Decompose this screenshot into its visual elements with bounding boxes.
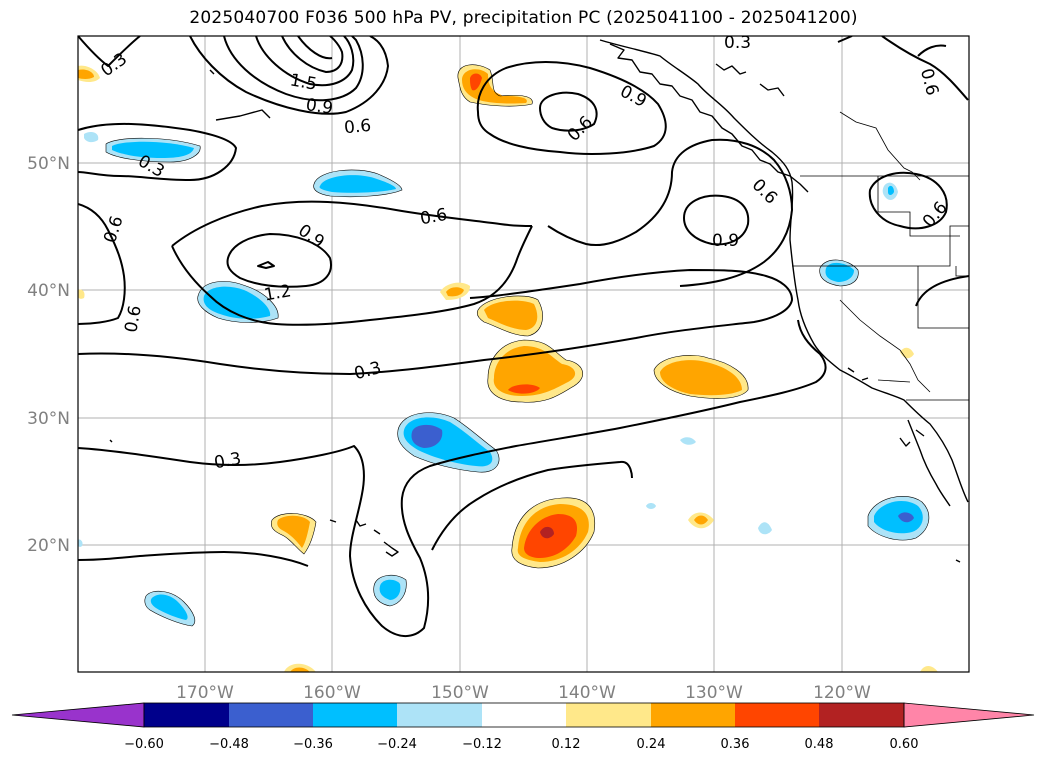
colorbar-tick-label: −0.48 [209, 737, 249, 752]
colorbar-tick-label: 0.60 [890, 737, 919, 752]
coastlines [109, 39, 969, 563]
colorbar-segment [313, 703, 397, 727]
negative-anomaly-blob [680, 437, 696, 445]
positive-anomaly-blob [484, 300, 538, 330]
positive-anomaly-blob [508, 384, 540, 394]
latitude-axis: 50°N 40°N 30°N 20°N [27, 154, 70, 556]
contour-label: 0.3 [352, 358, 383, 384]
negative-anomaly-blob [203, 286, 271, 319]
lon-label: 160°W [303, 683, 361, 703]
contour-label: 0.6 [419, 205, 449, 229]
positive-anomaly-blob [277, 515, 310, 548]
positive-anomaly-blob [470, 73, 482, 91]
negative-anomaly-blob [84, 132, 99, 143]
positive-anomaly-blob [694, 515, 708, 525]
contour-label: 0.6 [121, 304, 145, 334]
positive-anomaly-blob [660, 360, 742, 396]
map-frame [77, 35, 970, 673]
contour-label: 0.9 [712, 231, 739, 251]
positive-anomaly-blob [920, 666, 938, 672]
lat-label: 20°N [27, 536, 70, 556]
colorbar-max-extension [903, 702, 1035, 728]
contour-label: 0.6 [916, 66, 942, 97]
colorbar-segment [397, 703, 482, 727]
lat-label: 40°N [27, 281, 70, 301]
positive-anomaly-blob [540, 526, 554, 539]
colorbar-segment [229, 703, 313, 727]
contour-label: 0.3 [724, 33, 751, 53]
contour-label: 0.9 [616, 81, 649, 111]
negative-anomaly-blob [874, 501, 923, 534]
negative-anomaly-blob [888, 185, 894, 195]
political-boundaries [792, 111, 969, 401]
positive-anomaly-blob [493, 346, 576, 396]
contour-label: 0.6 [748, 175, 781, 208]
colorbar-segment [566, 703, 651, 727]
colorbar-segment [144, 703, 229, 727]
lat-label: 30°N [27, 409, 70, 429]
colorbar-outline [143, 702, 905, 728]
negative-anomaly-blob [758, 522, 772, 535]
colorbar-tick-label: 0.12 [552, 737, 581, 752]
contour-label: 0.9 [305, 95, 335, 119]
positive-anomaly-blob [446, 287, 464, 297]
lon-label: 140°W [558, 683, 616, 703]
contour-label: 0.3 [97, 49, 131, 81]
colorbar-tick-label: 0.36 [721, 737, 750, 752]
colorbar-segment [482, 703, 566, 727]
negative-anomaly-blob [112, 141, 194, 158]
colorbar-min-extension [11, 702, 145, 728]
negative-anomaly-blob [150, 594, 188, 620]
positive-anomaly-blob [78, 69, 94, 79]
contour-label: 0.9 [294, 221, 328, 253]
lat-label: 50°N [27, 154, 70, 174]
negative-anomaly-blob [646, 503, 656, 509]
negative-anomaly-blob [825, 262, 854, 282]
longitude-axis: 170°W 160°W 150°W 140°W 130°W 120°W [176, 683, 871, 703]
colorbar-tick-label: −0.12 [462, 737, 502, 752]
map-title: 2025040700 F036 500 hPa PV, precipitatio… [189, 8, 858, 28]
lon-label: 120°W [813, 683, 871, 703]
precip-anomaly-shading [78, 64, 938, 672]
pv-contours [78, 36, 969, 637]
contour-label: 1.2 [263, 281, 293, 305]
negative-anomaly-blob [898, 512, 914, 523]
positive-anomaly-blob [900, 347, 914, 359]
colorbar-segment [735, 703, 819, 727]
colorbar-segment [819, 703, 904, 727]
colorbar: −0.60 −0.48 −0.36 −0.24 −0.12 0.12 0.24 … [11, 702, 1035, 752]
contour-label: 1.5 [288, 70, 318, 94]
colorbar-tick-label: 0.24 [637, 737, 666, 752]
negative-anomaly-blob [319, 175, 396, 193]
lon-label: 130°W [685, 683, 743, 703]
contour-label: 0.6 [100, 214, 127, 246]
negative-anomaly-blob [411, 424, 443, 448]
lon-label: 150°W [431, 683, 489, 703]
colorbar-tick-label: −0.60 [124, 737, 164, 752]
colorbar-tick-label: −0.36 [293, 737, 333, 752]
contour-label: 0.3 [213, 449, 243, 473]
contour-label: 0.6 [343, 116, 372, 138]
contour-label: 0.6 [564, 112, 597, 145]
colorbar-tick-label: 0.48 [805, 737, 834, 752]
negative-anomaly-blob [78, 539, 83, 547]
shading-outlines [105, 64, 930, 627]
negative-anomaly-blob [379, 579, 401, 600]
positive-anomaly-blob [78, 289, 85, 299]
positive-anomaly-blob [290, 667, 310, 672]
lon-label: 170°W [176, 683, 234, 703]
colorbar-segment [651, 703, 735, 727]
colorbar-tick-label: −0.24 [377, 737, 417, 752]
